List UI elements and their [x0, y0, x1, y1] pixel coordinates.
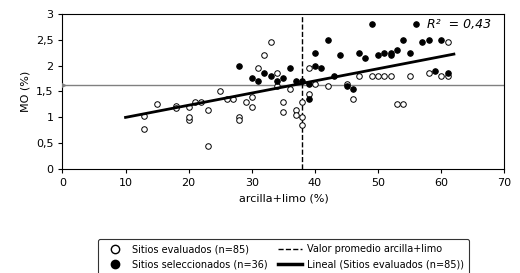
Point [323, 84, 332, 88]
Point [311, 63, 319, 68]
Point [444, 74, 452, 78]
Point [241, 100, 250, 104]
Point [399, 102, 408, 107]
Point [431, 69, 439, 73]
Point [298, 79, 306, 83]
Point [254, 66, 262, 70]
Point [261, 53, 269, 57]
Point [197, 100, 205, 104]
Point [248, 94, 256, 99]
Point [172, 106, 180, 110]
Point [305, 97, 313, 102]
Point [191, 100, 199, 104]
Point [235, 115, 243, 120]
Point [248, 76, 256, 81]
Point [380, 51, 388, 55]
Point [261, 71, 269, 76]
Point [279, 110, 288, 114]
Point [279, 100, 288, 104]
Point [305, 66, 313, 70]
Point [368, 74, 376, 78]
Point [140, 127, 149, 131]
Point [223, 97, 231, 102]
Point [437, 37, 446, 42]
Point [386, 51, 395, 55]
Point [355, 51, 363, 55]
Point [298, 100, 306, 104]
Point [386, 74, 395, 78]
X-axis label: arcilla+limo (%): arcilla+limo (%) [239, 194, 328, 204]
Point [267, 40, 275, 44]
Point [355, 74, 363, 78]
Point [361, 56, 370, 60]
Point [444, 71, 452, 76]
Point [349, 87, 357, 91]
Point [273, 71, 281, 76]
Point [185, 115, 193, 120]
Point [406, 74, 414, 78]
Point [323, 37, 332, 42]
Point [393, 102, 401, 107]
Point [273, 84, 281, 88]
Point [203, 144, 212, 148]
Point [216, 89, 225, 94]
Point [437, 74, 446, 78]
Point [342, 82, 350, 86]
Point [248, 105, 256, 109]
Point [399, 37, 408, 42]
Point [203, 108, 212, 112]
Point [393, 48, 401, 52]
Point [285, 66, 294, 70]
Point [285, 87, 294, 91]
Point [273, 79, 281, 83]
Point [153, 102, 161, 107]
Legend: Sitios evaluados (n=85), Sitios seleccionados (n=36), Valor promedio MO, Valor p: Sitios evaluados (n=85), Sitios seleccio… [98, 239, 469, 273]
Point [235, 63, 243, 68]
Point [140, 114, 149, 118]
Point [305, 92, 313, 96]
Point [406, 51, 414, 55]
Text: R²  = 0,43: R² = 0,43 [427, 18, 491, 31]
Point [342, 84, 350, 88]
Y-axis label: MO (%): MO (%) [20, 71, 30, 112]
Point [317, 66, 326, 70]
Point [380, 74, 388, 78]
Point [298, 115, 306, 120]
Point [292, 108, 300, 112]
Point [311, 51, 319, 55]
Point [279, 76, 288, 81]
Point [424, 37, 433, 42]
Point [185, 118, 193, 122]
Point [444, 40, 452, 44]
Point [254, 79, 262, 83]
Point [172, 104, 180, 108]
Point [374, 53, 382, 57]
Point [267, 74, 275, 78]
Point [235, 118, 243, 122]
Point [386, 53, 395, 57]
Point [305, 82, 313, 86]
Point [292, 79, 300, 83]
Point [412, 22, 420, 26]
Point [330, 74, 338, 78]
Point [229, 97, 237, 102]
Point [336, 53, 344, 57]
Point [424, 71, 433, 76]
Point [298, 123, 306, 127]
Point [311, 82, 319, 86]
Point [185, 105, 193, 109]
Point [292, 113, 300, 117]
Point [418, 40, 426, 44]
Point [374, 74, 382, 78]
Point [368, 22, 376, 26]
Point [349, 97, 357, 102]
